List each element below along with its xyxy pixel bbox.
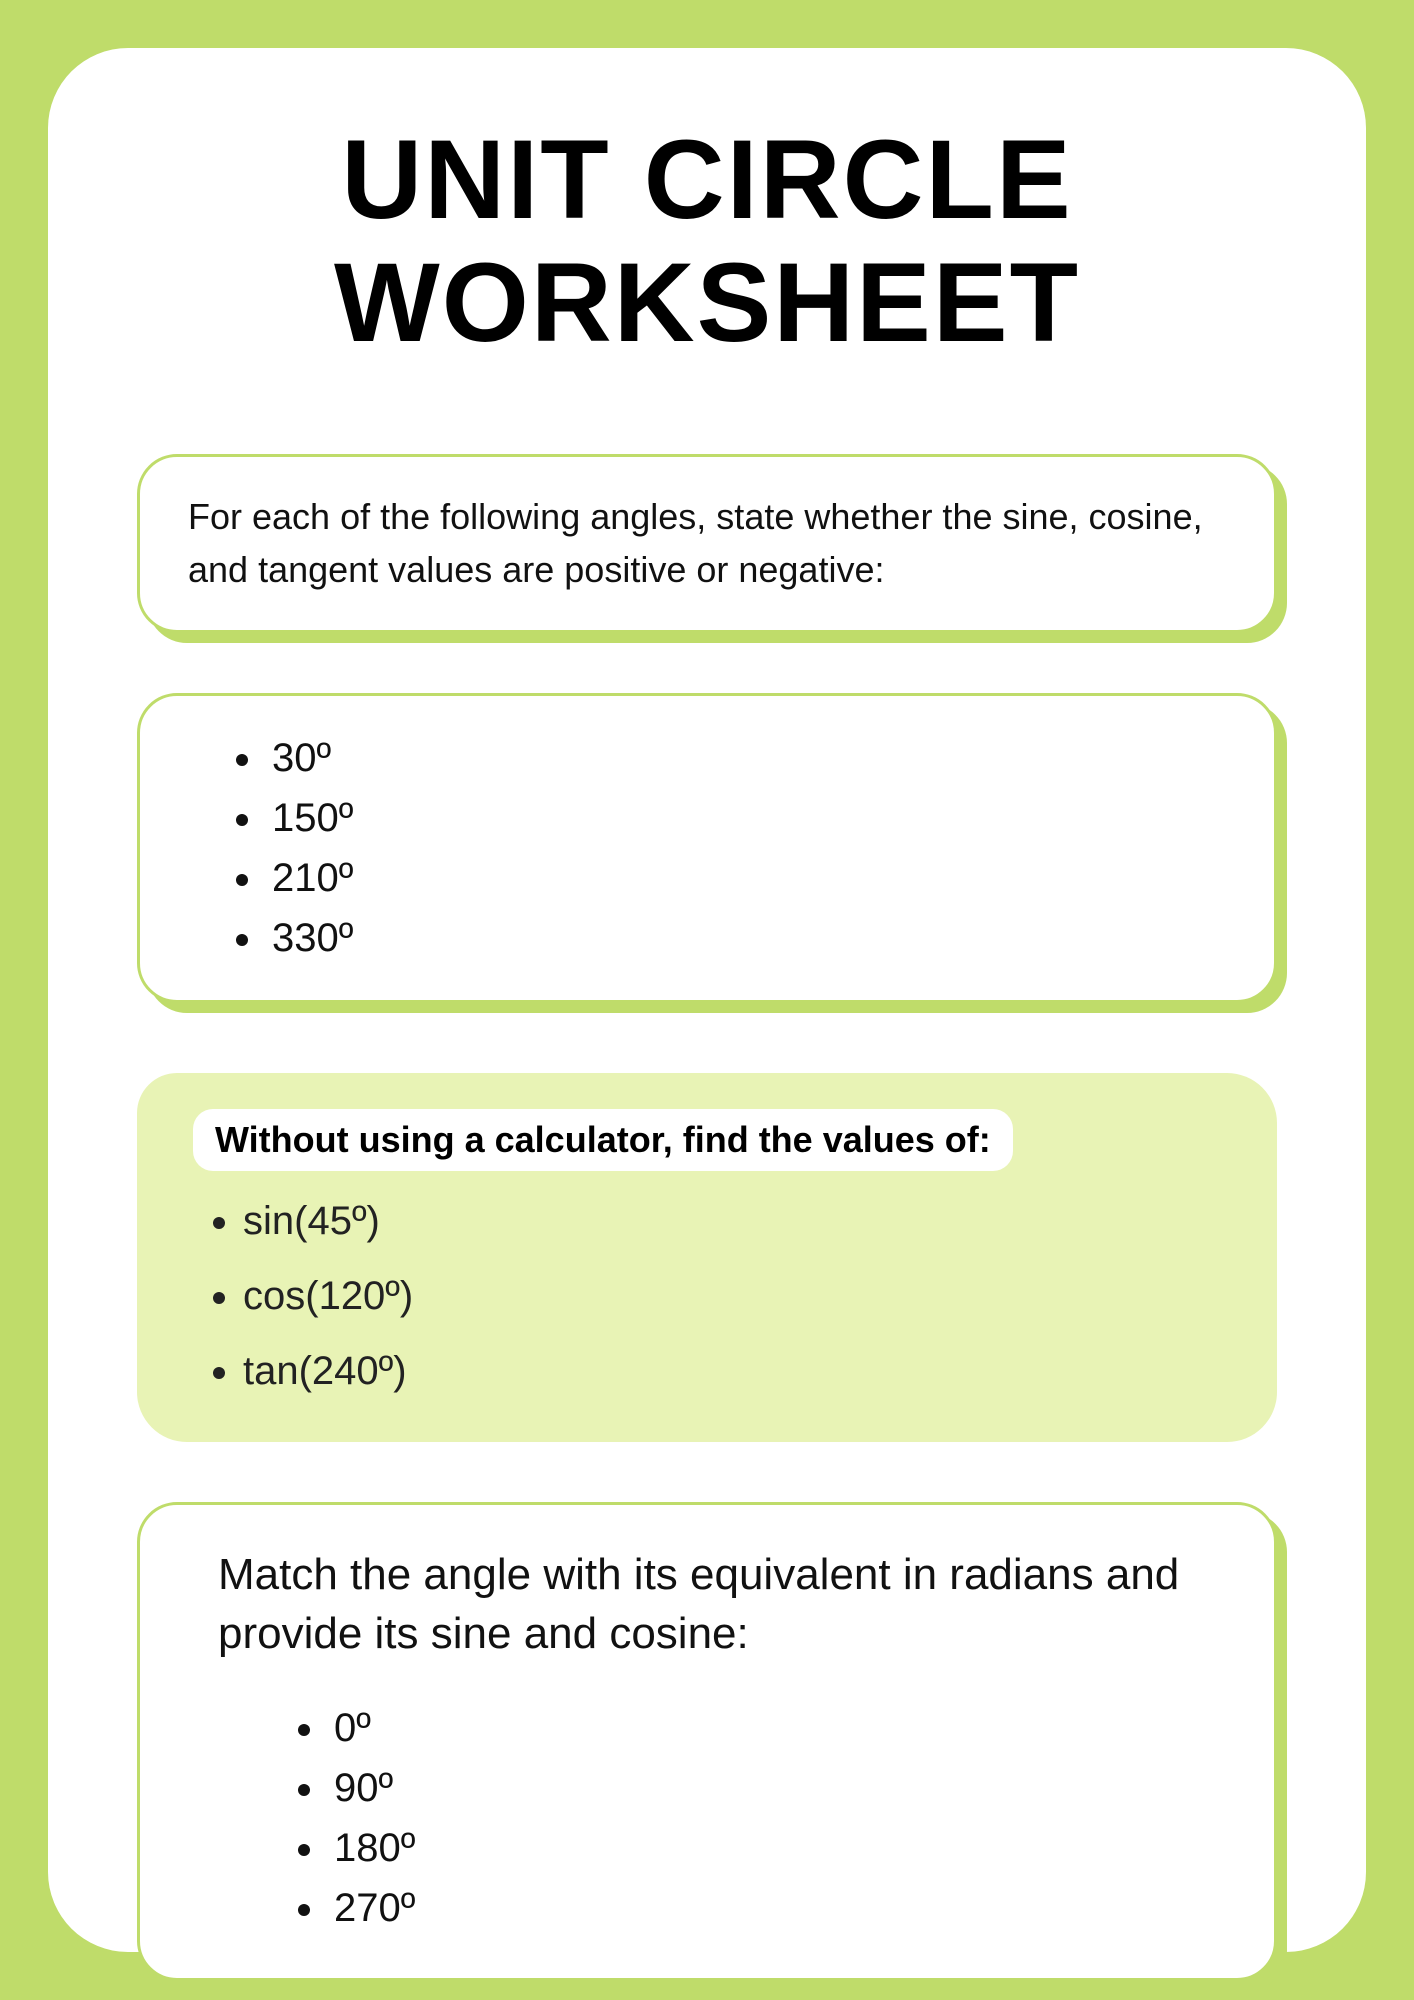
list-item: 150º (266, 788, 1226, 848)
page-title: UNIT CIRCLE WORKSHEET (108, 118, 1306, 364)
section1-prompt-card: For each of the following angles, state … (137, 454, 1277, 632)
section1-list: 30º 150º 210º 330º (188, 728, 1226, 968)
worksheet-page: UNIT CIRCLE WORKSHEET For each of the fo… (48, 48, 1366, 1952)
card-body: 30º 150º 210º 330º (137, 693, 1277, 1003)
section2-prompt: Without using a calculator, find the val… (193, 1109, 1013, 1171)
section1-prompt: For each of the following angles, state … (188, 491, 1226, 595)
section3-prompt: Match the angle with its equivalent in r… (218, 1545, 1216, 1664)
list-item: 270º (328, 1878, 1216, 1938)
list-item: 30º (266, 728, 1226, 788)
section2-card: Without using a calculator, find the val… (137, 1073, 1277, 1442)
list-item: 0º (328, 1698, 1216, 1758)
list-item: 180º (328, 1818, 1216, 1878)
section3-list: 0º 90º 180º 270º (218, 1698, 1216, 1938)
section3-card: Match the angle with its equivalent in r… (137, 1502, 1277, 1981)
list-item: cos(120º) (243, 1274, 1221, 1319)
list-item: tan(240º) (243, 1349, 1221, 1394)
list-item: 210º (266, 848, 1226, 908)
list-item: 90º (328, 1758, 1216, 1818)
list-item: 330º (266, 908, 1226, 968)
section1-items-card: 30º 150º 210º 330º (137, 693, 1277, 1003)
card-body: For each of the following angles, state … (137, 454, 1277, 632)
card-body: Match the angle with its equivalent in r… (137, 1502, 1277, 1981)
section2-list: sin(45º) cos(120º) tan(240º) (193, 1199, 1221, 1394)
list-item: sin(45º) (243, 1199, 1221, 1244)
